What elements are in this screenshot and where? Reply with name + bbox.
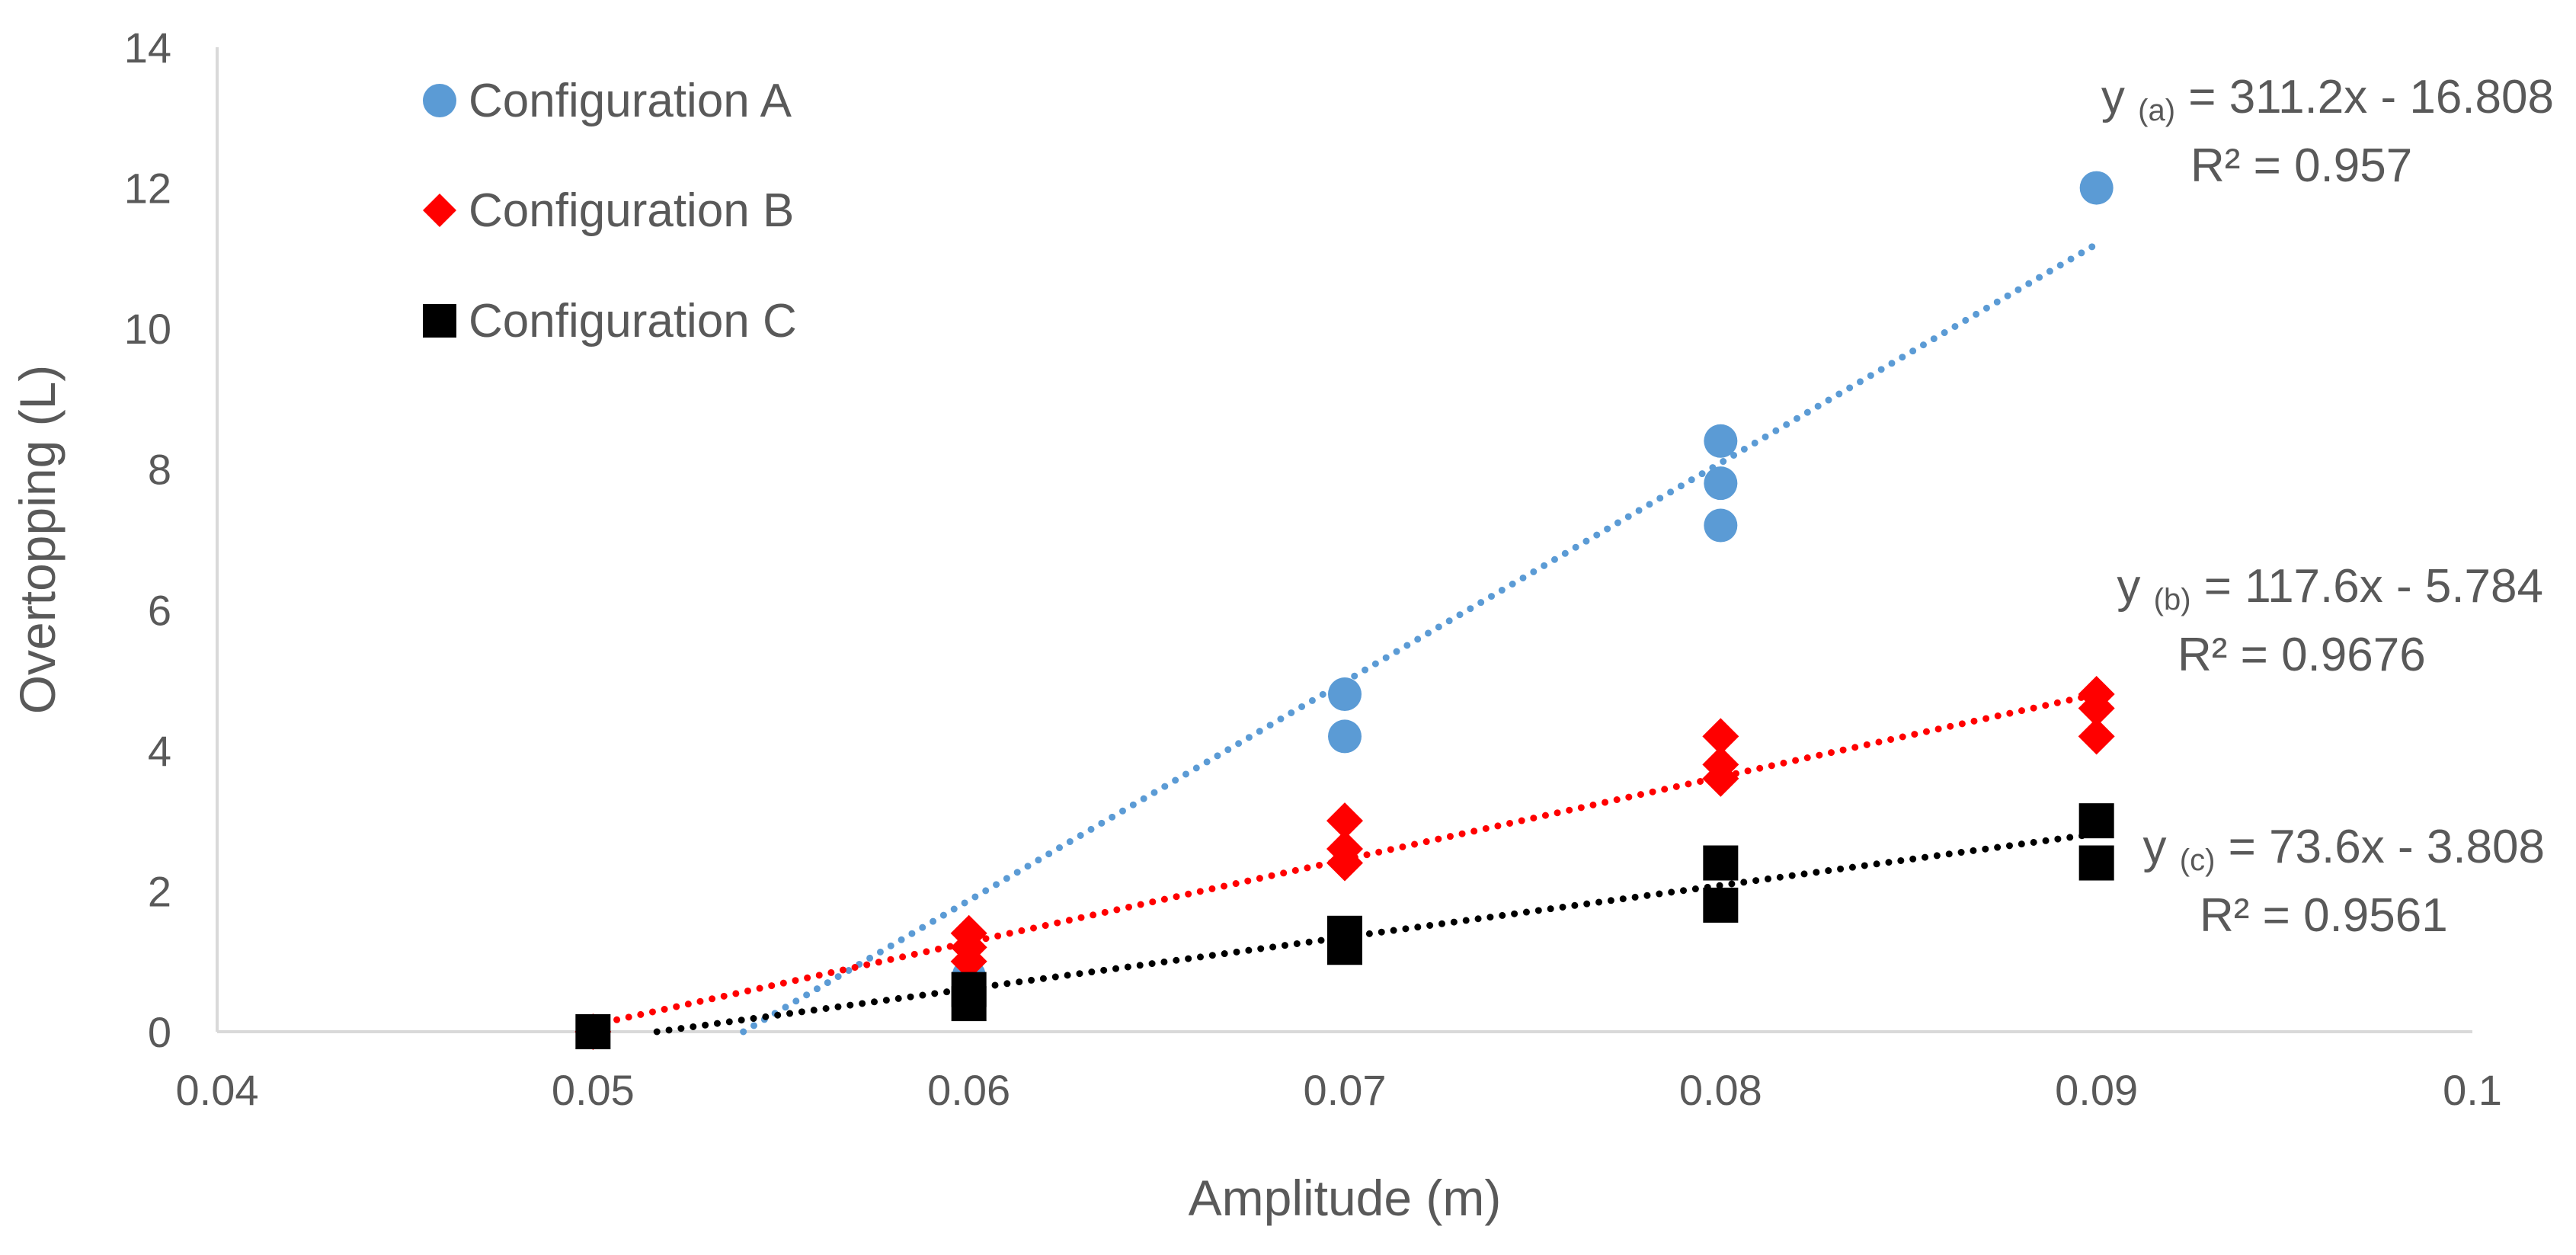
- equation-a: y (a) = 311.2x - 16.808 R² = 0.957: [2101, 71, 2554, 192]
- data-point-b: [950, 943, 987, 980]
- trendlines: [589, 240, 2101, 1036]
- trendline-equations: y (a) = 311.2x - 16.808 R² = 0.957 y (b)…: [2101, 71, 2554, 942]
- x-tick-label: 0.04: [176, 1066, 259, 1114]
- y-tick-label: 14: [124, 24, 171, 72]
- legend-marker-b: [423, 194, 456, 227]
- legend-item-c: Configuration C: [423, 295, 797, 347]
- equation-a-text: y (a) = 311.2x - 16.808: [2101, 71, 2554, 127]
- data-point-b: [2078, 718, 2115, 755]
- data-point-c: [951, 986, 987, 1022]
- legend-label-b: Configuration B: [469, 184, 794, 237]
- data-point-b: [1326, 802, 1363, 840]
- data-point-a: [1704, 466, 1738, 501]
- x-tick-labels: 0.04 0.05 0.06 0.07 0.08 0.09 0.1: [176, 1066, 2502, 1114]
- equation-b-text: y (b) = 117.6x - 5.784: [2117, 560, 2543, 616]
- data-point-a: [1328, 719, 1362, 754]
- data-point-c: [1703, 887, 1739, 923]
- y-tick-label: 0: [148, 1008, 171, 1056]
- x-tick-label: 0.05: [552, 1066, 635, 1114]
- data-point-c: [2078, 803, 2114, 839]
- x-tick-label: 0.08: [1679, 1066, 1762, 1114]
- x-tick-label: 0.06: [927, 1066, 1010, 1114]
- data-point-b: [1702, 718, 1739, 755]
- y-tick-label: 8: [148, 446, 171, 494]
- data-point-c: [1703, 845, 1739, 881]
- equation-c-r2: R² = 0.9561: [2200, 889, 2448, 942]
- data-point-b: [1702, 760, 1739, 797]
- y-tick-label: 12: [124, 165, 171, 213]
- data-point-c: [575, 1014, 611, 1049]
- data-point-b: [2078, 690, 2115, 727]
- data-point-a: [2079, 171, 2114, 205]
- legend-label-c: Configuration C: [469, 295, 797, 347]
- equation-b: y (b) = 117.6x - 5.784 R² = 0.9676: [2117, 560, 2543, 681]
- data-point-a: [1704, 424, 1738, 458]
- legend-marker-a: [423, 84, 456, 117]
- y-axis-title: Overtopping (L): [9, 365, 66, 715]
- equation-c-text: y (c) = 73.6x - 3.808: [2143, 821, 2545, 877]
- legend: Configuration A Configuration B Configur…: [423, 75, 797, 347]
- x-tick-label: 0.07: [1304, 1066, 1387, 1114]
- equation-b-r2: R² = 0.9676: [2178, 629, 2426, 681]
- data-points: [574, 171, 2115, 1050]
- x-tick-label: 0.09: [2055, 1066, 2138, 1114]
- data-point-a: [1328, 677, 1362, 712]
- trendline-a: [740, 240, 2101, 1036]
- data-point-c: [1327, 930, 1362, 965]
- y-tick-label: 10: [124, 305, 171, 353]
- x-tick-label: 0.1: [2443, 1066, 2502, 1114]
- data-point-b: [1326, 844, 1363, 882]
- y-tick-label: 4: [148, 727, 171, 775]
- trendline-c: [653, 830, 2101, 1036]
- x-axis-title: Amplitude (m): [1189, 1170, 1502, 1226]
- equation-a-r2: R² = 0.957: [2190, 139, 2412, 192]
- legend-item-a: Configuration A: [423, 75, 792, 127]
- data-point-c: [2078, 845, 2114, 881]
- equation-c: y (c) = 73.6x - 3.808 R² = 0.9561: [2143, 821, 2545, 942]
- data-point-a: [1704, 508, 1738, 543]
- y-tick-label: 2: [148, 867, 171, 915]
- legend-item-b: Configuration B: [423, 184, 794, 237]
- legend-marker-c: [423, 304, 456, 338]
- legend-label-a: Configuration A: [469, 75, 792, 127]
- y-tick-labels: 0 2 4 6 8 10 12 14: [124, 24, 171, 1056]
- y-tick-label: 6: [148, 586, 171, 634]
